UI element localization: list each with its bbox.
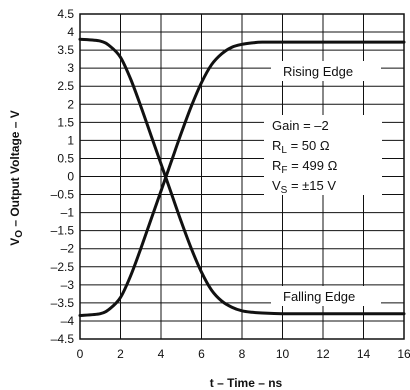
y-tick-label: 0 bbox=[67, 170, 74, 184]
y-tick-label: 4 bbox=[67, 25, 74, 39]
x-tick-label: 6 bbox=[198, 347, 205, 361]
plot-frame bbox=[79, 13, 405, 340]
series-lines bbox=[78, 37, 406, 318]
x-tick-label: 14 bbox=[357, 347, 371, 361]
x-axis-title: t – Time – ns bbox=[210, 376, 283, 390]
x-tick-labels: 0 2 4 6 8 10 12 14 16 bbox=[77, 347, 410, 361]
series-line-rising-edge bbox=[78, 40, 406, 318]
x-tick-label: 16 bbox=[397, 347, 410, 361]
rising-edge-label: Rising Edge bbox=[283, 64, 353, 79]
y-tick-label: 2.5 bbox=[57, 79, 74, 93]
y-tick-label: –2 bbox=[61, 242, 75, 256]
y-tick-label: –4.5 bbox=[51, 332, 75, 346]
y-tick-label: –0.5 bbox=[51, 188, 75, 202]
y-tick-label: 3.5 bbox=[57, 43, 74, 57]
gain-label: Gain = –2 bbox=[272, 118, 329, 133]
y-tick-label: –2.5 bbox=[51, 260, 75, 274]
vs-label: VS = ±15 V bbox=[272, 178, 336, 196]
y-tick-label: 2 bbox=[67, 97, 74, 111]
y-tick-label: –4 bbox=[61, 314, 75, 328]
y-tick-label: 0.5 bbox=[57, 151, 74, 165]
x-tick-label: 10 bbox=[276, 347, 290, 361]
rl-label: RL = 50 Ω bbox=[272, 138, 330, 156]
x-tick-label: 8 bbox=[239, 347, 246, 361]
rf-label: RF = 499 Ω bbox=[272, 158, 338, 176]
series-line-falling-edge bbox=[78, 37, 406, 316]
x-tick-label: 12 bbox=[316, 347, 330, 361]
parameters-box bbox=[264, 115, 382, 195]
y-tick-label: –3.5 bbox=[51, 296, 75, 310]
y-tick-labels: 4.5 4 3.5 3 2.5 2 1.5 1 0.5 0 –0.5 –1 –1.5 –2 –2.5 –3 –3… bbox=[51, 7, 75, 346]
y-tick-label: –3 bbox=[61, 278, 75, 292]
y-axis-title: VO – Output Voltage – V bbox=[8, 110, 25, 246]
x-tick-label: 0 bbox=[77, 347, 84, 361]
y-tick-label: 1.5 bbox=[57, 115, 74, 129]
x-tick-label: 4 bbox=[158, 347, 165, 361]
rising-edge-label-box bbox=[271, 61, 381, 81]
falling-edge-label-box bbox=[271, 286, 381, 306]
x-tick-label: 2 bbox=[117, 347, 124, 361]
falling-edge-label: Falling Edge bbox=[283, 289, 355, 304]
y-tick-label: 1 bbox=[67, 133, 74, 147]
y-tick-label: 4.5 bbox=[57, 7, 74, 21]
y-tick-label: –1.5 bbox=[51, 224, 75, 238]
y-tick-label: –1 bbox=[61, 206, 75, 220]
y-tick-label: 3 bbox=[67, 61, 74, 75]
